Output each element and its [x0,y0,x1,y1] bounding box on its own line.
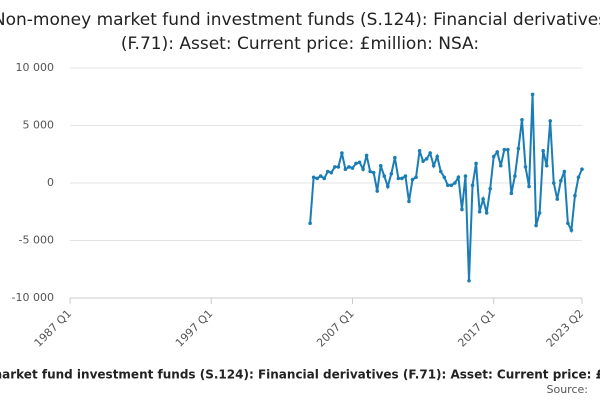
footer-title: Non-money market fund investment funds (… [0,368,600,382]
data-point [329,170,334,175]
data-point [417,149,422,153]
data-point [576,175,581,180]
data-point [573,193,577,198]
data-point [315,176,319,181]
data-point [400,176,404,181]
data-point [513,174,517,178]
data-point [343,167,348,171]
data-point [491,154,496,159]
data-point [453,181,457,185]
data-point [378,163,383,168]
data-point [407,199,411,204]
data-point [428,151,432,155]
data-point [495,150,500,154]
data-point [364,153,369,158]
data-point [311,175,316,180]
y-tick-label: 0 [47,176,54,189]
x-tick-label: 1997 Q1 [173,307,216,350]
data-point [347,165,351,169]
data-point [520,117,524,122]
y-tick-label: 5 000 [23,119,55,132]
x-tick-label: 2007 Q1 [314,307,357,350]
data-point [354,161,358,166]
data-point [431,163,436,168]
data-point [396,176,401,181]
data-point [435,154,440,159]
data-point [506,147,510,152]
data-point [393,155,397,160]
data-point [333,165,337,169]
data-point [537,211,542,215]
data-point [474,161,478,166]
data-point [442,175,447,180]
data-point [456,175,461,180]
data-point [371,170,376,175]
data-point [467,278,471,283]
data-point [340,151,344,155]
data-point [541,149,545,153]
data-point [559,178,563,183]
data-point [308,221,312,226]
data-point [421,159,425,163]
data-point [449,183,454,188]
data-point [446,183,450,188]
data-point [527,184,531,189]
data-point [566,221,570,226]
data-point [534,223,538,228]
data-point [502,147,507,152]
data-point [336,165,341,169]
data-point [484,211,489,215]
y-tick-label: 10 000 [16,61,55,74]
data-point [325,169,330,174]
x-tick-label: 2023 Q2 [544,307,587,350]
data-point [463,174,468,178]
data-point [551,181,556,185]
source-label: Source: [547,383,589,396]
data-point [375,189,380,193]
data-point [477,209,482,214]
data-point [562,169,567,174]
series-line [309,94,583,281]
data-point [580,167,584,171]
data-point [410,177,415,182]
data-point [548,119,553,123]
data-point [460,207,464,212]
data-point [322,176,327,181]
data-point [318,174,323,178]
chart-title: Non-money market fund investment funds (… [0,10,600,54]
data-point [523,165,528,169]
data-point [438,169,443,174]
x-tick-label: 1987 Q1 [32,307,75,350]
data-point [357,160,362,165]
data-point [569,228,574,232]
data-point [368,169,372,174]
data-point [424,157,429,161]
data-point [544,163,549,168]
x-tick-label: 2017 Q1 [455,307,498,350]
y-tick-label: -5 000 [19,234,54,247]
data-point [481,197,485,201]
data-point [488,186,492,191]
data-point [498,163,503,168]
data-point [470,183,475,188]
data-point [350,166,355,170]
data-point [403,174,408,178]
data-point [389,172,394,176]
y-tick-label: -10 000 [12,291,54,304]
data-point [414,175,418,180]
data-point [555,197,560,201]
data-point [382,174,387,178]
data-point [385,184,390,189]
data-point [509,191,514,196]
data-point [361,167,365,171]
data-point [530,92,535,97]
data-point [516,146,521,151]
